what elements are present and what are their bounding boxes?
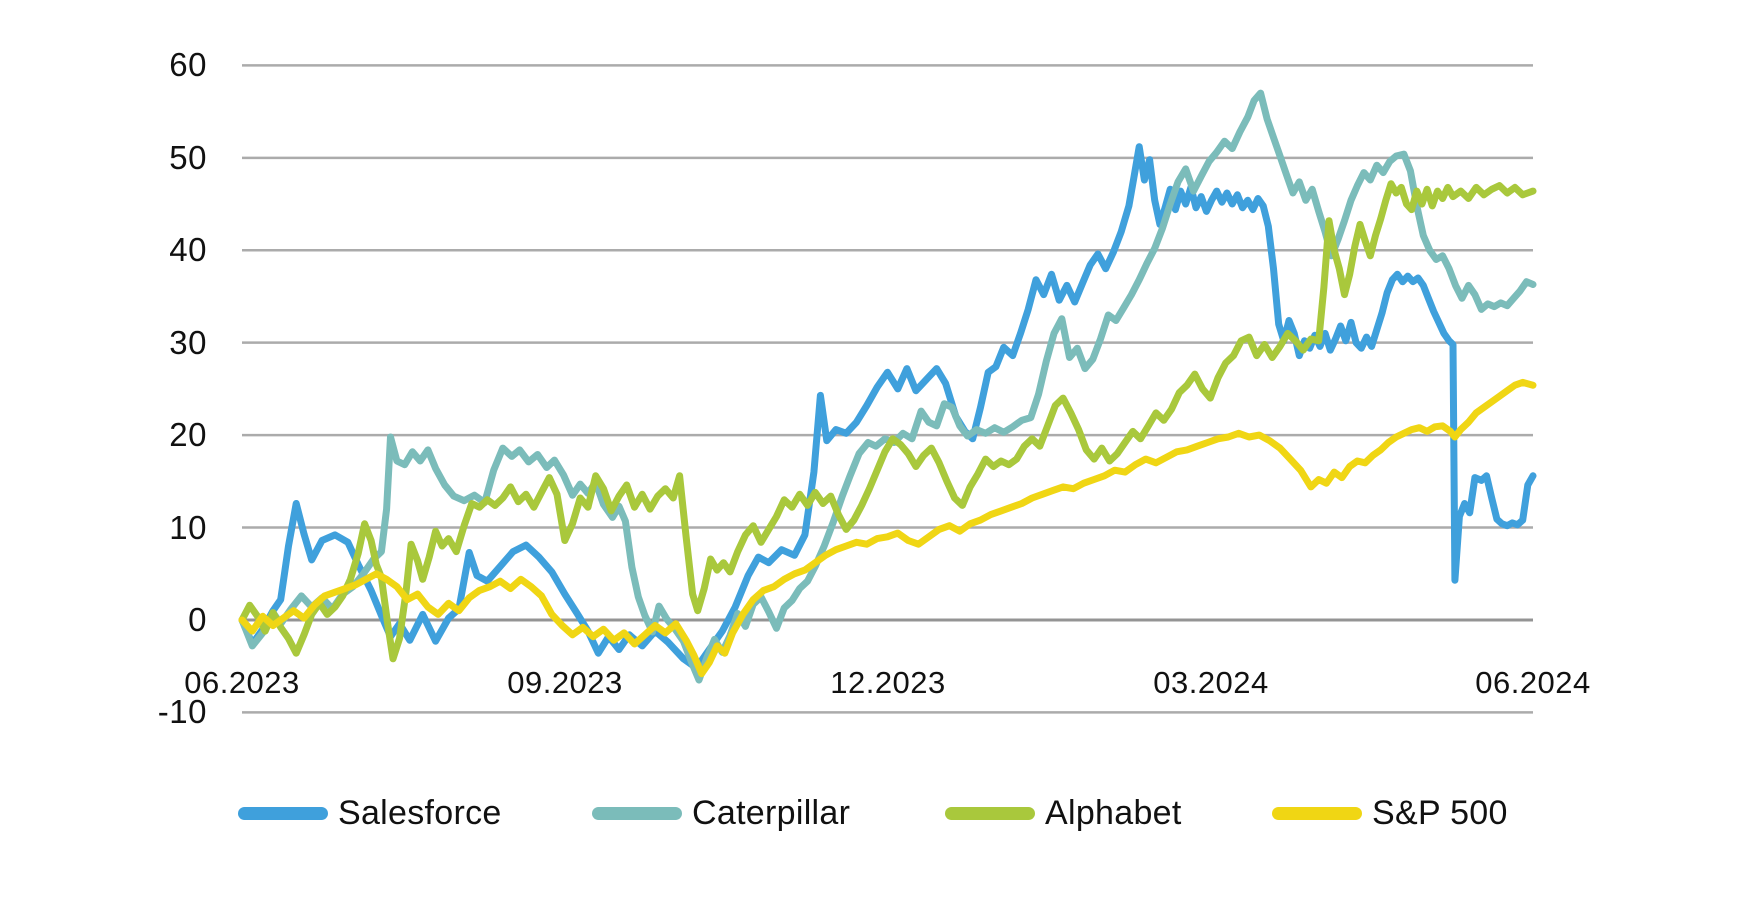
legend-item-alphabet: Alphabet [945,792,1182,834]
y-axis-tick-label: 10 [169,509,207,546]
legend-label: Caterpillar [692,793,851,832]
x-axis-tick-label: 06.2023 [184,665,300,700]
legend-label: Alphabet [1045,793,1182,832]
salesforce-line-swatch [238,806,328,820]
legend-label: Salesforce [338,793,502,832]
y-axis-tick-label: 30 [169,324,207,361]
legend-item-caterpillar: Caterpillar [592,792,850,834]
y-axis-tick-label: 0 [188,601,207,638]
y-axis-tick-label: 40 [169,231,207,268]
series-line-s-p-500 [238,378,1537,678]
series-line-caterpillar [238,89,1537,684]
series-line-alphabet [238,180,1537,663]
y-axis-tick-label: -10 [157,693,207,730]
y-axis-tick-label: 60 [169,46,207,83]
sp500-line-swatch [1272,806,1362,820]
x-axis-tick-label: 12.2023 [830,665,946,700]
y-axis-tick-label: 50 [169,139,207,176]
series-line-salesforce [238,143,1537,672]
x-axis-tick-label: 09.2023 [507,665,623,700]
y-axis-tick-label: 20 [169,416,207,453]
x-axis-tick-label: 03.2024 [1153,665,1269,700]
legend-item-sp500: S&P 500 [1272,792,1508,834]
legend-label: S&P 500 [1372,793,1508,832]
caterpillar-line-swatch [592,806,682,820]
x-axis-tick-label: 06.2024 [1475,665,1591,700]
legend-item-salesforce: Salesforce [238,792,502,834]
alphabet-line-swatch [945,806,1035,820]
